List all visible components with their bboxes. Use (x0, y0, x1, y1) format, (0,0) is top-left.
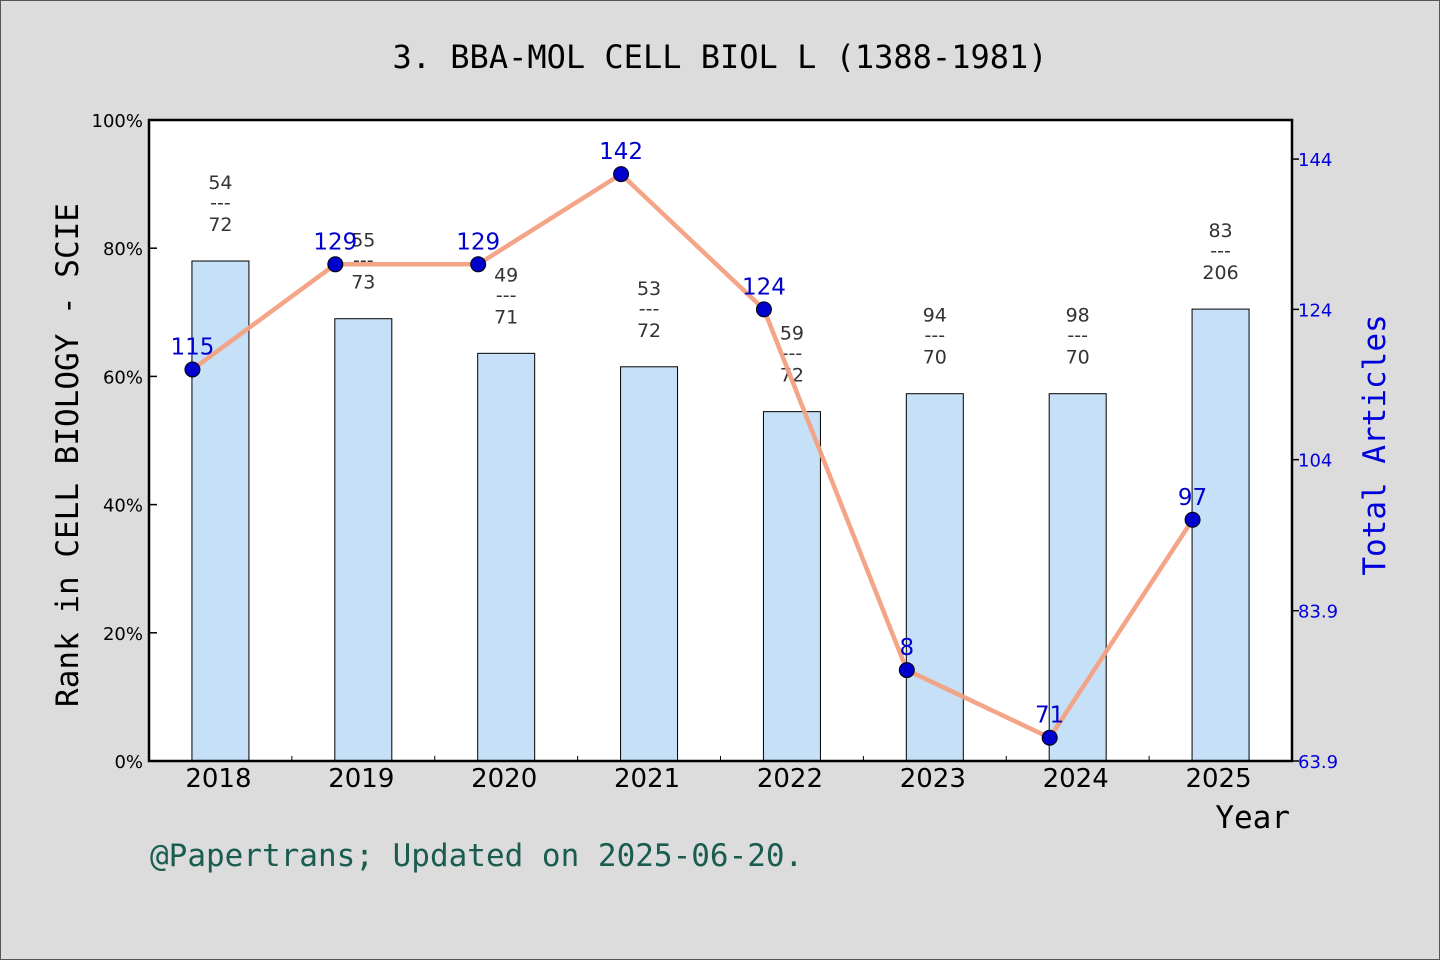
footer-credit: @Papertrans; Updated on 2025-06-20. (150, 838, 803, 874)
bar-label-separator: --- (782, 343, 803, 365)
point-2023 (898, 662, 915, 679)
x-tick-label: 2025 (1185, 764, 1251, 794)
right-tick-label: 83.9 (1298, 602, 1338, 623)
bar-rank-label: 49 (494, 264, 518, 286)
left-tick-label: 40% (103, 496, 143, 517)
x-tick-label: 2024 (1043, 764, 1109, 794)
bar-total-label: 72 (637, 320, 661, 342)
x-tick-label: 2019 (328, 764, 394, 794)
bar-2022 (762, 411, 821, 762)
bar-2024 (1048, 393, 1107, 762)
bar-rank-label: 53 (637, 278, 661, 300)
left-tick-label: 20% (103, 624, 143, 645)
bar-total-label: 72 (208, 214, 232, 236)
bar-label-separator: --- (210, 192, 231, 214)
point-value-label: 8 (899, 635, 914, 661)
bar-rank-label: 98 (1066, 305, 1090, 327)
point-2021 (613, 166, 630, 183)
bar-2023 (905, 393, 964, 762)
point-value-label: 124 (742, 274, 786, 300)
point-value-label: 129 (313, 229, 357, 255)
point-value-label: 129 (456, 229, 500, 255)
total-articles-line (191, 171, 1195, 740)
right-tick-label: 124 (1298, 300, 1332, 321)
point-2018 (184, 361, 201, 378)
bar-label-separator: --- (496, 284, 517, 306)
x-tick-label: 2022 (757, 764, 823, 794)
plot-area (149, 120, 1292, 761)
bar-label-separator: --- (925, 325, 946, 347)
bar-label-separator: --- (1067, 325, 1088, 347)
x-tick-label: 2021 (614, 764, 680, 794)
right-tick-label: 104 (1298, 451, 1332, 472)
right-axis-title: Total Articles (1357, 314, 1393, 575)
left-tick-label: 80% (103, 239, 143, 260)
point-value-label: 115 (170, 334, 214, 360)
point-value-label: 97 (1178, 485, 1207, 511)
bar-total-label: 70 (1066, 347, 1090, 369)
bar-2020 (477, 352, 536, 762)
bar-2025 (1191, 308, 1250, 762)
bar-2018 (191, 260, 250, 762)
x-tick-label: 2023 (900, 764, 966, 794)
point-2025 (1184, 511, 1201, 528)
left-axis-title: Rank in CELL BIOLOGY - SCIE (50, 203, 86, 707)
right-tick-label: 63.9 (1298, 752, 1338, 773)
x-axis-title: Year (1215, 800, 1290, 836)
bar-rank-label: 83 (1208, 220, 1232, 242)
bar-2019 (334, 318, 393, 762)
bar-2021 (620, 366, 679, 762)
point-value-label: 142 (599, 139, 643, 165)
x-tick-label: 2020 (471, 764, 537, 794)
bar-rank-label: 54 (208, 172, 232, 194)
left-tick-label: 60% (103, 367, 143, 388)
bar-rank-label: 59 (780, 323, 804, 345)
x-tick-label: 2018 (185, 764, 251, 794)
bar-rank-label: 55 (351, 230, 375, 252)
bar-label-separator: --- (1210, 240, 1231, 262)
point-2020 (470, 256, 487, 273)
bar-total-label: 206 (1202, 262, 1238, 284)
bar-total-label: 73 (351, 272, 375, 294)
bar-total-label: 71 (494, 306, 518, 328)
bar-label-separator: --- (639, 298, 660, 320)
bar-rank-label: 94 (923, 305, 947, 327)
left-tick-label: 0% (114, 752, 143, 773)
point-2022 (755, 301, 772, 318)
chart-title: 3. BBA-MOL CELL BIOL L (1388-1981) (392, 38, 1047, 76)
point-value-label: 71 (1035, 703, 1064, 729)
right-tick-label: 144 (1298, 150, 1332, 171)
point-2024 (1041, 729, 1058, 746)
left-tick-label: 100% (92, 111, 143, 132)
point-2019 (327, 256, 344, 273)
bar-total-label: 70 (923, 347, 947, 369)
